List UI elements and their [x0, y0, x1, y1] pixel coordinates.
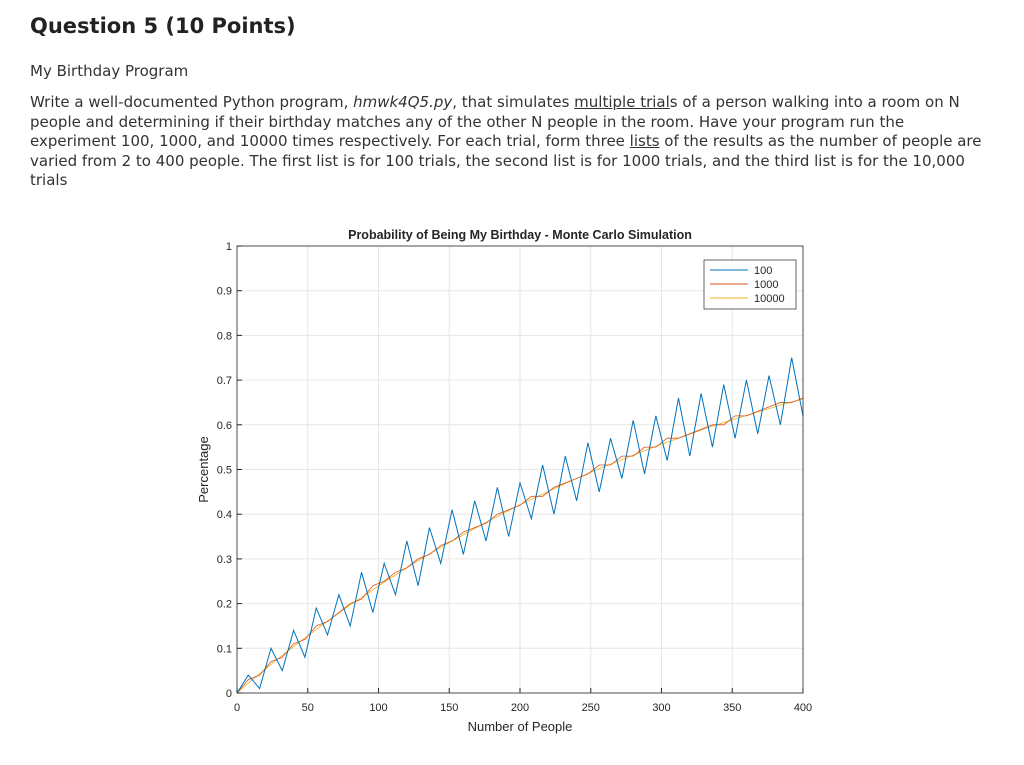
- y-tick-label: 0.8: [217, 330, 232, 342]
- question-body: Write a well-documented Python program, …: [30, 93, 990, 191]
- x-tick-label: 100: [369, 702, 387, 714]
- y-tick-label: 0: [226, 688, 232, 700]
- question-subtitle: My Birthday Program: [30, 62, 189, 80]
- body-text: s of a person walking into a room on N p…: [30, 93, 960, 150]
- axes-box: [236, 245, 804, 694]
- x-tick-label: 150: [440, 702, 458, 714]
- filename: hmwk4Q5.py: [353, 93, 453, 111]
- y-tick-label: 1: [226, 241, 232, 253]
- x-tick-label: 250: [582, 702, 600, 714]
- x-tick-label: 400: [794, 702, 812, 714]
- y-tick-label: 0.4: [217, 509, 232, 521]
- body-text: Write a well-documented Python program,: [30, 93, 354, 111]
- x-tick-label: 0: [234, 702, 240, 714]
- x-tick-label: 50: [302, 702, 314, 714]
- x-tick-label: 350: [723, 702, 741, 714]
- legend-label-100: 100: [754, 265, 772, 277]
- y-tick-label: 0.1: [217, 643, 232, 655]
- lists-link[interactable]: lists: [629, 132, 660, 150]
- legend-label-10000: 10000: [754, 293, 785, 305]
- y-tick-label: 0.5: [217, 465, 232, 477]
- x-tick-label: 200: [511, 702, 529, 714]
- multiple-trial-link[interactable]: multiple trial: [574, 93, 670, 111]
- question-title: Question 5 (10 Points): [30, 14, 296, 38]
- body-text: of the results as the number of people a…: [30, 132, 982, 189]
- y-tick-label: 0.7: [217, 375, 232, 387]
- y-tick-label: 0.9: [217, 286, 232, 298]
- y-axis-label: Percentage: [196, 436, 211, 503]
- chart-title: Probability of Being My Birthday - Monte…: [348, 228, 692, 242]
- series-line-1000: [236, 397, 804, 694]
- legend-label-1000: 1000: [754, 279, 778, 291]
- y-tick-label: 0.6: [217, 420, 232, 432]
- x-axis-label: Number of People: [468, 719, 573, 734]
- x-tick-label: 300: [652, 702, 670, 714]
- y-tick-label: 0.2: [217, 599, 232, 611]
- body-text: , that simulates: [452, 93, 575, 111]
- y-tick-label: 0.3: [217, 554, 232, 566]
- series-line-100: [236, 357, 804, 694]
